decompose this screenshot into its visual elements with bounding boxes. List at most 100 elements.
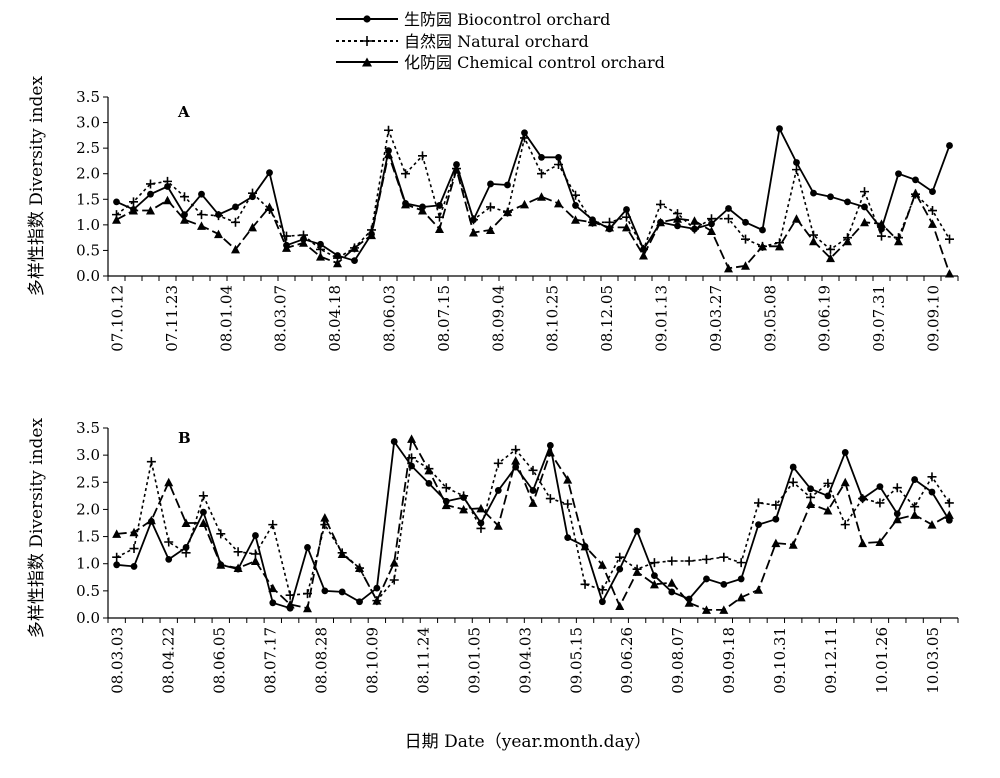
panel-a-point-chemical [741, 261, 750, 270]
panel-b-point-biocontrol [720, 580, 728, 588]
panel-a-x-tick-label: 08.09.04 [489, 285, 507, 352]
panel-a-point-chemical [299, 238, 308, 247]
panel-a-point-biocontrol [351, 257, 358, 265]
panel-b-x-tick-label: 08.11.24 [414, 627, 432, 694]
panel-b-point-chemical [407, 434, 417, 443]
panel-a-series [112, 125, 954, 278]
panel-a-point-biocontrol [521, 129, 528, 137]
panel-a-point-chemical [639, 251, 648, 260]
panel-a-point-chemical [605, 222, 614, 232]
panel-b-point-biocontrol [841, 449, 849, 456]
panel-b-point-chemical [146, 515, 156, 525]
panel-b-x-axis: 08.03.03 08.04.22 08.06.05 08.07.17 08.08.28… [107, 617, 959, 694]
panel-b-point-chemical [545, 447, 555, 457]
panel-b-point-natural [701, 554, 711, 564]
panel-a-x-tick-label: 08.01.04 [217, 285, 235, 352]
panel-b-point-chemical [875, 537, 885, 546]
panel-a-point-chemical [248, 222, 257, 232]
panel-a-point-natural [299, 230, 308, 240]
panel-a-point-chemical [826, 253, 835, 263]
panel-b-point-chemical [615, 601, 625, 611]
panel-a-point-natural [928, 206, 937, 216]
panel-b-point-biocontrol [668, 588, 676, 596]
panel-b-point-biocontrol [911, 476, 919, 483]
panel-b-point-natural [493, 458, 503, 468]
panel-a-point-chemical [520, 199, 529, 209]
panel-a-x-tick-label: 09.05.08 [761, 285, 779, 352]
panel-a-point-biocontrol [538, 153, 545, 161]
panel-a-point-natural [129, 197, 138, 207]
panel-b-point-natural [649, 558, 659, 568]
panel-b-x-tick-label: 09.08.07 [669, 627, 687, 694]
panel-a-point-chemical [622, 222, 631, 232]
panel-b-point-biocontrol [321, 587, 329, 595]
panel-b-point-chemical [910, 510, 920, 519]
panel-b-point-chemical [372, 596, 382, 605]
panel-b-x-tick-label: 08.07.17 [262, 627, 280, 694]
panel-b-point-biocontrol [356, 598, 363, 606]
panel-a-y-tick-label: 2.5 [76, 139, 100, 157]
panel-b-series [112, 434, 954, 614]
panel-a-y-tick-label: 3.0 [76, 114, 100, 132]
panel-a-point-natural [418, 151, 427, 161]
panel-b-x-tick-label: 08.04.22 [160, 627, 178, 694]
panel-a-point-biocontrol [844, 198, 851, 206]
panel-a-point-natural [554, 160, 563, 170]
panel-a-point-chemical [129, 206, 138, 215]
panel-a-y-tick-label: 3.5 [76, 88, 100, 106]
panel-a-x-tick-label: 07.10.12 [109, 285, 127, 352]
panel-a-point-natural [197, 210, 206, 220]
panel-a-point-chemical [401, 199, 410, 209]
panel-b-point-natural [927, 472, 937, 482]
panel-b-point-natural [441, 483, 451, 493]
panel-a-point-natural [877, 231, 886, 241]
panel-a-line-natural [116, 129, 951, 259]
panel-b-point-biocontrol [824, 492, 832, 500]
panel-b-point-chemical [806, 499, 816, 508]
panel-b-point-biocontrol [408, 462, 415, 470]
panel-b-point-natural [146, 457, 156, 467]
panel-b-point-natural [580, 579, 590, 589]
panel-a-x-tick-label: 08.07.15 [435, 285, 453, 352]
panel-a-point-biocontrol [861, 203, 868, 211]
panel-a-point-natural [180, 192, 189, 202]
panel-b-point-natural [389, 575, 399, 585]
panel-a-point-natural [707, 214, 716, 224]
panel-b-point-chemical [823, 506, 833, 515]
panel-b-point-natural [459, 491, 469, 501]
panel-b-point-chemical [944, 510, 954, 519]
panel-b-point-chemical [493, 521, 503, 530]
panel-a-point-natural [282, 231, 291, 241]
panel-b-x-tick-label: 10.01.26 [873, 627, 891, 694]
panel-b-point-natural [476, 523, 486, 533]
panel-a-point-chemical [911, 188, 920, 198]
panel-a-point-natural [384, 125, 393, 135]
panel-a-point-biocontrol [487, 180, 494, 188]
panel-b-point-biocontrol [165, 555, 173, 563]
panel-b-x-tick-label: 09.12.11 [822, 627, 840, 694]
panel-a-point-biocontrol [164, 183, 171, 190]
panel-b-point-biocontrol [789, 463, 797, 471]
panel-b-point-natural [268, 520, 278, 530]
panel-a-point-chemical [945, 268, 954, 278]
panel-b-point-biocontrol [703, 575, 710, 583]
panel-a-point-biocontrol [946, 142, 953, 149]
panel-a-point-chemical [367, 230, 376, 240]
panel-b-point-natural [875, 498, 885, 508]
panel-b-point-chemical [667, 578, 677, 587]
panel-a-point-chemical [452, 165, 461, 174]
panel-a-point-chemical [384, 149, 393, 159]
panel-b-x-tick-label: 08.10.09 [363, 627, 381, 694]
panel-a-point-chemical [673, 214, 682, 223]
panel-a-point-natural [826, 244, 835, 254]
panel-b-point-natural [910, 502, 920, 512]
panel-b-point-biocontrol [807, 485, 814, 493]
panel-b-y-tick-label: 1.0 [76, 555, 100, 573]
panel-b-point-natural [840, 520, 850, 530]
panel-a-point-natural [622, 212, 631, 222]
panel-a-point-chemical [469, 228, 478, 237]
legend-marker-biocontrol [363, 15, 371, 23]
panel-b-point-chemical [563, 475, 573, 484]
panel-a-point-chemical [928, 219, 937, 228]
panel-a-point-biocontrol [198, 190, 205, 198]
